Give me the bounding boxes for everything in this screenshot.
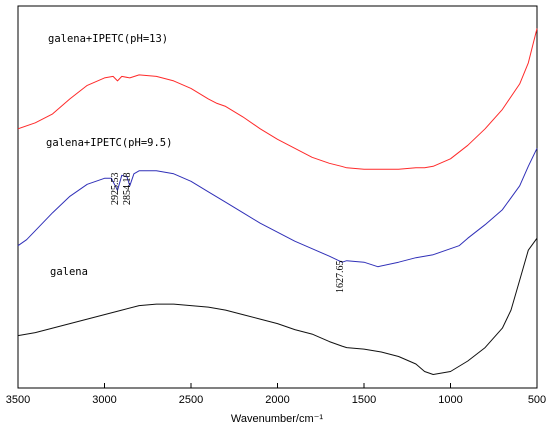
peak-label-2854: 2854.18 [122, 173, 133, 206]
series-labels: galena+IPETC(pH=13) galena+IPETC(pH=9.5)… [46, 33, 172, 278]
series-line-2 [17, 237, 538, 375]
x-tick-label-3000: 3000 [92, 394, 116, 406]
series-line-1 [17, 148, 538, 268]
x-tick-label-2500: 2500 [179, 394, 203, 406]
series-label-ph13: galena+IPETC(pH=13) [48, 33, 168, 45]
x-axis: 3500 3000 2500 2000 1500 1000 500 [6, 383, 546, 406]
series-label-galena: galena [50, 266, 88, 278]
x-axis-title: Wavenumber/cm⁻¹ [231, 413, 324, 425]
x-tick-label-1500: 1500 [352, 394, 376, 406]
peak-annotations: 2925.53 2854.18 1627.65 [110, 173, 346, 294]
x-tick-label-2000: 2000 [265, 394, 289, 406]
series-line-0 [17, 28, 538, 170]
peak-label-1627: 1627.65 [335, 261, 346, 294]
x-tick-label-500: 500 [528, 394, 546, 406]
plot-frame [17, 5, 538, 389]
series-layer [17, 28, 538, 375]
series-label-ph9-5: galena+IPETC(pH=9.5) [46, 137, 172, 149]
peak-label-2925: 2925.53 [110, 173, 121, 206]
x-tick-label-3500: 3500 [6, 394, 30, 406]
x-tick-label-1000: 1000 [438, 394, 462, 406]
